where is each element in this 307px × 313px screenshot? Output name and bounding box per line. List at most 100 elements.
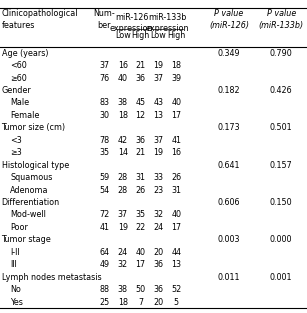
Text: Mod-well: Mod-well <box>10 210 46 219</box>
Text: 37: 37 <box>118 210 128 219</box>
Text: <3: <3 <box>10 136 22 145</box>
Text: 36: 36 <box>154 285 163 294</box>
Text: 19: 19 <box>154 148 163 157</box>
Text: Num-
ber: Num- ber <box>94 9 115 30</box>
Text: Differentiation: Differentiation <box>2 198 60 207</box>
Text: Adenoma: Adenoma <box>10 186 49 195</box>
Text: Age (years): Age (years) <box>2 49 48 58</box>
Text: ≥3: ≥3 <box>10 148 22 157</box>
Text: 50: 50 <box>136 285 146 294</box>
Text: 0.150: 0.150 <box>270 198 293 207</box>
Text: 19: 19 <box>118 223 128 232</box>
Text: High: High <box>131 31 150 40</box>
Text: Squamous: Squamous <box>10 173 52 182</box>
Text: 24: 24 <box>118 248 128 257</box>
Text: 37: 37 <box>154 74 163 83</box>
Text: 23: 23 <box>154 186 163 195</box>
Text: 18: 18 <box>118 111 128 120</box>
Text: 59: 59 <box>99 173 110 182</box>
Text: 7: 7 <box>138 298 143 306</box>
Text: 18: 18 <box>118 298 128 306</box>
Text: Tumor stage: Tumor stage <box>2 235 51 244</box>
Text: 20: 20 <box>154 298 163 306</box>
Text: 25: 25 <box>99 298 110 306</box>
Text: Yes: Yes <box>10 298 23 306</box>
Text: I-II: I-II <box>10 248 20 257</box>
Text: 17: 17 <box>171 111 181 120</box>
Text: Histological type: Histological type <box>2 161 69 170</box>
Text: Poor: Poor <box>10 223 28 232</box>
Text: miR-133b
expression: miR-133b expression <box>146 13 189 33</box>
Text: P value
(miR-126): P value (miR-126) <box>209 9 249 30</box>
Text: 18: 18 <box>171 61 181 70</box>
Text: 78: 78 <box>99 136 109 145</box>
Text: 38: 38 <box>118 285 128 294</box>
Text: 41: 41 <box>171 136 181 145</box>
Text: 49: 49 <box>99 260 109 269</box>
Text: 0.000: 0.000 <box>270 235 293 244</box>
Text: 36: 36 <box>136 136 146 145</box>
Text: 24: 24 <box>154 223 163 232</box>
Text: 13: 13 <box>154 111 163 120</box>
Text: Clinicopathological
features: Clinicopathological features <box>2 9 78 30</box>
Text: 54: 54 <box>99 186 109 195</box>
Text: 37: 37 <box>154 136 163 145</box>
Text: miR-126
expression: miR-126 expression <box>110 13 154 33</box>
Text: 39: 39 <box>171 74 181 83</box>
Text: 30: 30 <box>99 111 109 120</box>
Text: 0.011: 0.011 <box>218 273 240 282</box>
Text: 21: 21 <box>136 148 146 157</box>
Text: 83: 83 <box>99 99 109 107</box>
Text: 16: 16 <box>118 61 128 70</box>
Text: 52: 52 <box>171 285 181 294</box>
Text: 38: 38 <box>118 99 128 107</box>
Text: 0.426: 0.426 <box>270 86 293 95</box>
Text: 35: 35 <box>136 210 146 219</box>
Text: 19: 19 <box>154 61 163 70</box>
Text: 40: 40 <box>118 74 128 83</box>
Text: 28: 28 <box>118 173 128 182</box>
Text: Low: Low <box>150 31 166 40</box>
Text: 0.173: 0.173 <box>218 123 240 132</box>
Text: 32: 32 <box>154 210 163 219</box>
Text: 21: 21 <box>136 61 146 70</box>
Text: 33: 33 <box>154 173 163 182</box>
Text: 0.349: 0.349 <box>218 49 240 58</box>
Text: 0.606: 0.606 <box>218 198 240 207</box>
Text: 16: 16 <box>171 148 181 157</box>
Text: 0.501: 0.501 <box>270 123 293 132</box>
Text: Gender: Gender <box>2 86 31 95</box>
Text: 31: 31 <box>136 173 146 182</box>
Text: 20: 20 <box>154 248 163 257</box>
Text: 45: 45 <box>136 99 146 107</box>
Text: High: High <box>167 31 185 40</box>
Text: 35: 35 <box>99 148 109 157</box>
Text: 13: 13 <box>171 260 181 269</box>
Text: Tumor size (cm): Tumor size (cm) <box>2 123 66 132</box>
Text: 31: 31 <box>171 186 181 195</box>
Text: 5: 5 <box>174 298 179 306</box>
Text: 26: 26 <box>171 173 181 182</box>
Text: 0.157: 0.157 <box>270 161 293 170</box>
Text: 0.001: 0.001 <box>270 273 293 282</box>
Text: 0.641: 0.641 <box>218 161 240 170</box>
Text: 12: 12 <box>136 111 146 120</box>
Text: 72: 72 <box>99 210 110 219</box>
Text: 17: 17 <box>171 223 181 232</box>
Text: Low: Low <box>115 31 131 40</box>
Text: ≥60: ≥60 <box>10 74 27 83</box>
Text: 28: 28 <box>118 186 128 195</box>
Text: 26: 26 <box>136 186 146 195</box>
Text: <60: <60 <box>10 61 27 70</box>
Text: No: No <box>10 285 21 294</box>
Text: 32: 32 <box>118 260 128 269</box>
Text: 64: 64 <box>99 248 109 257</box>
Text: 43: 43 <box>154 99 163 107</box>
Text: Male: Male <box>10 99 29 107</box>
Text: 22: 22 <box>135 223 146 232</box>
Text: 41: 41 <box>99 223 109 232</box>
Text: Lymph nodes metastasis: Lymph nodes metastasis <box>2 273 101 282</box>
Text: 36: 36 <box>154 260 163 269</box>
Text: 88: 88 <box>99 285 109 294</box>
Text: 37: 37 <box>99 61 109 70</box>
